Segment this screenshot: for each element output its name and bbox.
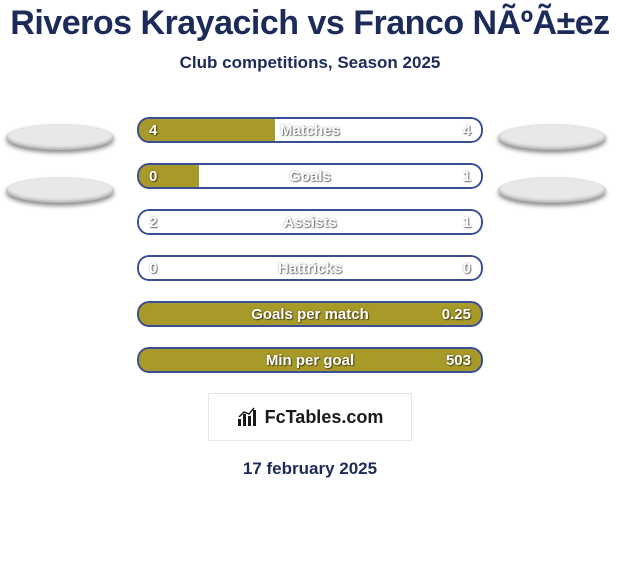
stat-fill-left [137,117,275,143]
date-line: 17 february 2025 [0,459,620,479]
stat-fill-left [137,347,483,373]
stat-value-left: 2 [149,209,157,235]
comparison-infographic: Riveros Krayacich vs Franco NÃºÃ±ez Club… [0,0,620,580]
stat-value-right: 1 [463,163,471,189]
stat-fill-left [137,301,483,327]
brand-text: FcTables.com [265,407,384,428]
stat-row: Goals per match0.25 [137,301,483,327]
stat-label: Hattricks [137,255,483,281]
stat-row: Min per goal503 [137,347,483,373]
stat-value-left: 0 [149,255,157,281]
stat-row: Matches44 [137,117,483,143]
stat-row-border [137,209,483,235]
bars-chart-icon [237,407,259,427]
stat-row: Assists2 1 [137,209,483,235]
page-title: Riveros Krayacich vs Franco NÃºÃ±ez [0,0,620,43]
subtitle: Club competitions, Season 2025 [0,53,620,73]
brand-box: FcTables.com [208,393,412,441]
stat-value-right: 4 [463,117,471,143]
player-left-disc [6,177,114,203]
player-right-disc [498,124,606,150]
stat-value-right: 0 [463,255,471,281]
stat-rows: Matches44 Goals01 Assists2 1 Hattricks0 0 Goal… [137,117,483,373]
stat-label: Assists [137,209,483,235]
player-right-disc [498,177,606,203]
stat-row: Hattricks0 0 [137,255,483,281]
stat-row: Goals01 [137,163,483,189]
stat-fill-left [137,163,199,189]
player-left-disc [6,124,114,150]
stat-row-border [137,255,483,281]
stat-value-right: 1 [463,209,471,235]
